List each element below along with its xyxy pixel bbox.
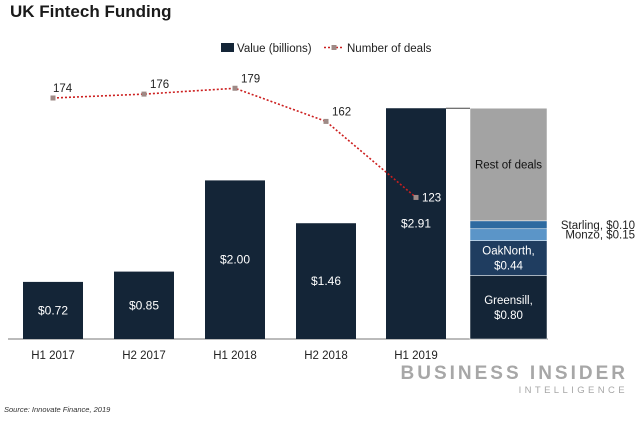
logo-line-main: BUSINESS INSIDER — [400, 363, 628, 384]
deals-marker — [50, 95, 56, 101]
breakdown-label: $0.44 — [494, 261, 523, 273]
breakdown-label: $0.80 — [494, 310, 523, 322]
breakdown-label: OakNorth, — [482, 246, 534, 258]
breakdown-label: Greensill, — [484, 295, 533, 307]
legend-swatch-value — [221, 43, 234, 52]
deals-data-label: 123 — [422, 192, 441, 204]
breakdown-segment — [469, 228, 548, 241]
deals-data-label: 174 — [53, 83, 73, 95]
breakdown-label: Rest of deals — [475, 160, 542, 172]
x-tick-label: H1 2019 — [394, 350, 437, 362]
legend-marker-deals — [331, 45, 337, 50]
deals-data-label: 179 — [241, 73, 260, 85]
breakdown-outside-label: Monzo, $0.15 — [565, 230, 635, 242]
x-tick-label: H2 2018 — [304, 350, 347, 362]
legend: Value (billions) Number of deals — [221, 43, 432, 55]
legend-label-deals: Number of deals — [347, 43, 432, 55]
value-bar — [386, 108, 446, 339]
bar-value-label: $2.91 — [401, 217, 431, 231]
logo-line-sub: INTELLIGENCE — [518, 385, 628, 396]
bar-value-label: $1.46 — [311, 274, 341, 288]
deals-marker — [323, 118, 329, 124]
x-tick-label: H2 2017 — [122, 350, 165, 362]
deals-marker — [141, 91, 147, 97]
bar-value-label: $0.72 — [38, 303, 68, 317]
breakdown-segment — [469, 220, 548, 230]
deals-data-label: 162 — [332, 106, 351, 118]
x-tick-label: H1 2017 — [31, 350, 74, 362]
legend-label-value: Value (billions) — [237, 43, 312, 55]
deals-marker — [413, 194, 419, 200]
value-bar — [114, 271, 174, 339]
source-note: Source: Innovate Finance, 2019 — [4, 405, 111, 414]
chart-title: UK Fintech Funding — [10, 2, 172, 21]
breakdown-outside-label: Starling, $0.10 — [561, 220, 635, 232]
deals-data-label: 176 — [150, 79, 169, 91]
bar-value-label: $0.85 — [129, 298, 159, 312]
breakdown-segment — [469, 275, 548, 340]
value-bar — [296, 223, 356, 339]
deals-marker — [232, 85, 238, 91]
breakdown-segment — [469, 240, 548, 276]
x-tick-label: H1 2018 — [213, 350, 256, 362]
deals-line — [52, 87, 417, 199]
breakdown-segment — [469, 107, 548, 222]
publisher-logo: BUSINESS INSIDER INTELLIGENCE — [401, 364, 628, 398]
value-bar — [23, 281, 83, 339]
value-bar — [205, 180, 265, 339]
bar-value-label: $2.00 — [220, 253, 250, 267]
